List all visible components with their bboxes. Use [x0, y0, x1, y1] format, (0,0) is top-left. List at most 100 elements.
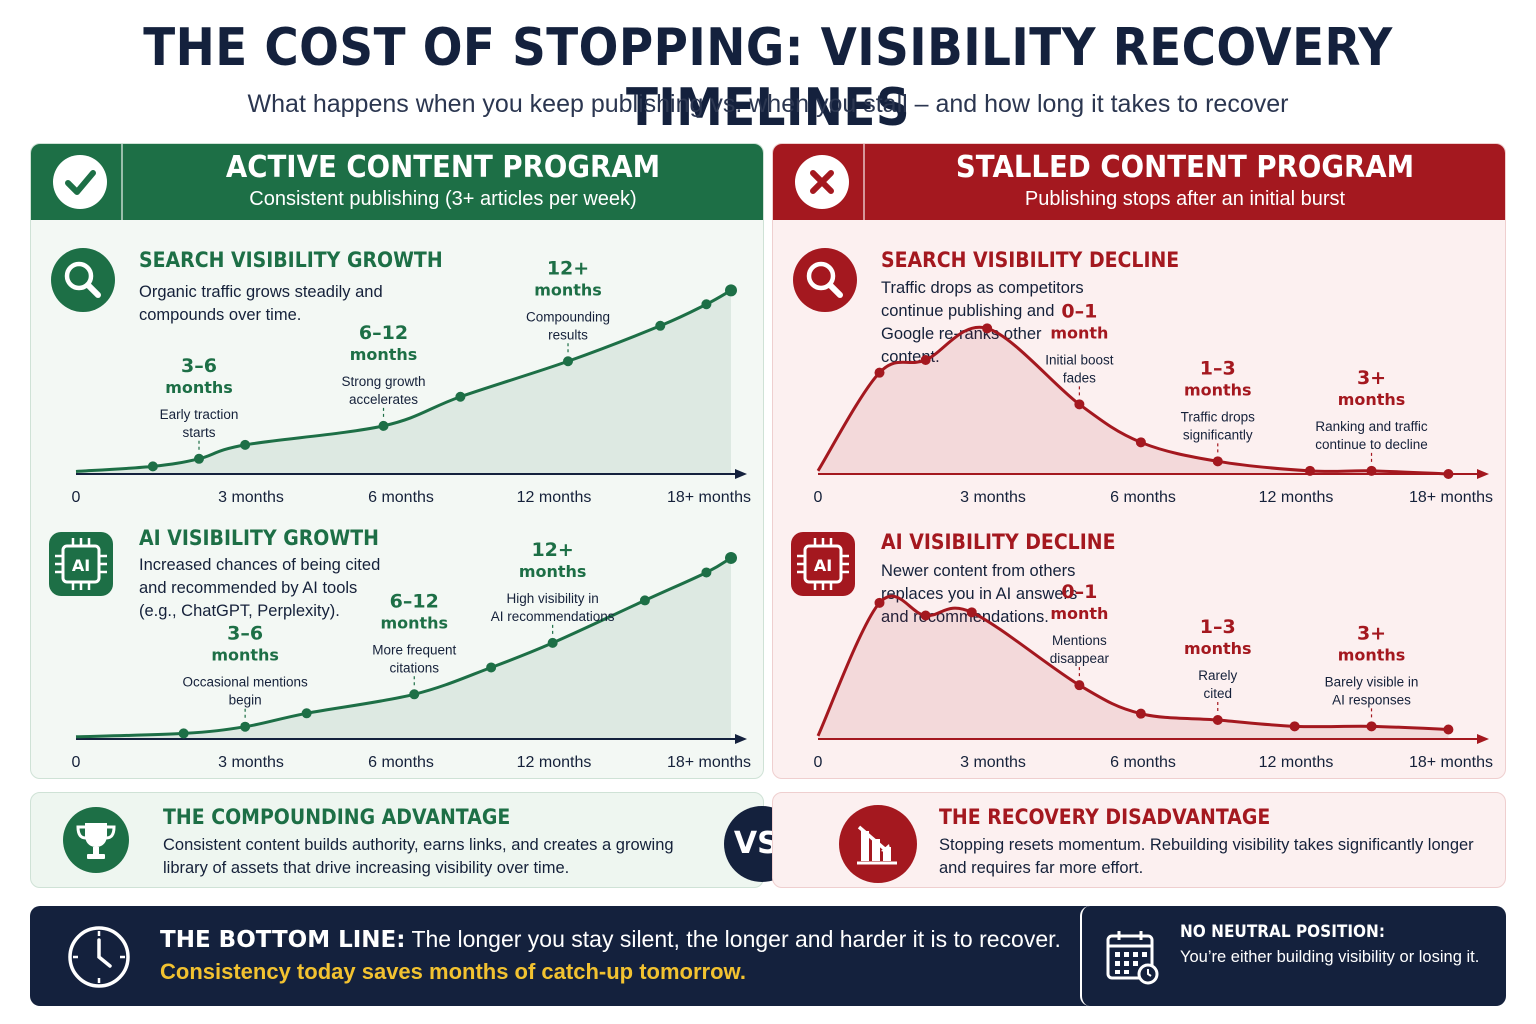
annotation-unit: months	[165, 378, 233, 397]
series-line	[75, 289, 732, 473]
stalled-panel-header: STALLED CONTENT PROGRAM Publishing stops…	[773, 144, 1505, 220]
ai-chip-icon: AI	[791, 532, 855, 596]
data-point	[1289, 721, 1300, 732]
data-point	[1212, 715, 1223, 725]
ai-growth-chart: 0 3 months 6 months 12 months 18+ months begi…	[72, 539, 751, 771]
x-tick-label: 18+ months	[667, 754, 751, 771]
annotation-note: accelerates	[349, 392, 418, 407]
x-tick-label: 3 months	[960, 489, 1026, 506]
data-point	[147, 461, 158, 472]
data-point	[301, 708, 312, 719]
annotation-value: 6–12	[390, 590, 439, 612]
x-tick-label: 6 months	[368, 754, 434, 771]
trophy-icon	[63, 807, 129, 873]
calendar-icon	[1104, 926, 1162, 986]
annotation-unit: month	[1050, 604, 1108, 623]
x-tick-label: 6 months	[368, 489, 434, 506]
annotation-note: Strong growth	[341, 374, 425, 389]
ai-growth-title: AI VISIBILITY GROWTH	[139, 526, 379, 550]
x-tick-label: 6 months	[1110, 754, 1176, 771]
data-point	[486, 662, 497, 673]
annotation-note: AI recommendations	[491, 609, 615, 624]
annotation-note: disappear	[1050, 651, 1110, 666]
data-point	[874, 597, 885, 608]
annotation-note: Early traction	[160, 407, 239, 422]
annotation-note: Initial boost	[1045, 352, 1114, 367]
ai-chip-icon: AI	[49, 532, 113, 596]
x-axis-arrow	[735, 469, 747, 479]
annotation-unit: months	[1184, 639, 1252, 658]
annotation-note: Mentions	[1052, 633, 1107, 648]
annotation-unit: months	[211, 646, 279, 665]
search-decline-desc: Traffic drops as competitors continue pu…	[881, 279, 1084, 366]
annotation-value: 3–6	[227, 623, 263, 645]
data-point	[920, 610, 931, 621]
annotation-value: 3+	[1357, 622, 1386, 644]
annotation-note: results	[548, 327, 588, 342]
annotation-note: continue to decline	[1315, 437, 1428, 452]
ai-decline-chart: 0 3 months 6 months 12 months 18+ months disa…	[814, 581, 1493, 771]
x-tick-label: 18+ months	[1409, 754, 1493, 771]
declining-bars-icon	[839, 805, 917, 883]
annotation-unit: months	[534, 280, 602, 299]
annotation-value: 3–6	[181, 355, 217, 377]
stalled-panel-subtitle: Publishing stops after an initial burst	[1024, 188, 1346, 210]
annotation-note: Barely visible in	[1325, 674, 1419, 689]
annotation-note: starts	[182, 425, 215, 440]
data-point	[240, 721, 251, 732]
series-line	[75, 556, 732, 739]
x-tick-label: 18+ months	[667, 489, 751, 506]
data-point	[409, 689, 420, 700]
x-icon	[795, 155, 849, 209]
annotation-note: Traffic drops	[1181, 409, 1256, 424]
ai-decline-title: AI VISIBILITY DECLINE	[881, 530, 1116, 554]
annotation-value: 0–1	[1061, 581, 1097, 603]
annotation-value: 12+	[531, 539, 573, 561]
annotation-note: More frequent	[372, 642, 456, 657]
x-tick-label: 0	[814, 489, 823, 506]
annotation-note: AI responses	[1332, 692, 1411, 707]
annotation-unit: months	[380, 613, 448, 632]
header-divider	[863, 144, 865, 220]
stalled-panel-title: STALLED CONTENT PROGRAM	[955, 150, 1415, 185]
no-neutral-text: You’re either building visibility or los…	[1180, 948, 1480, 966]
data-point	[378, 420, 389, 431]
data-point	[1443, 469, 1454, 479]
annotation-note: High visibility in	[507, 591, 599, 606]
data-point	[547, 637, 558, 648]
data-point	[1074, 399, 1085, 410]
annotation-value: 1–3	[1200, 616, 1236, 638]
data-point	[194, 453, 205, 464]
search-decline-chart: 0 3 months 6 months 12 months 18+ months fade…	[814, 300, 1493, 506]
x-tick-label: 0	[72, 754, 81, 771]
annotation-value: 0–1	[1061, 300, 1097, 322]
ai-decline-desc: Newer content from others replaces you i…	[881, 562, 1078, 626]
data-point	[563, 356, 574, 367]
bottom-line-lead: THE BOTTOM LINE:	[160, 927, 406, 953]
data-point	[1366, 721, 1377, 732]
annotation-value: 12+	[547, 257, 589, 279]
stalled-program-panel: STALLED CONTENT PROGRAM Publishing stops…	[772, 143, 1506, 779]
no-neutral-section	[1080, 906, 1506, 1006]
data-point	[1443, 724, 1454, 735]
search-decline-title: SEARCH VISIBILITY DECLINE	[881, 248, 1180, 272]
active-panel-header: ACTIVE CONTENT PROGRAM Consistent publis…	[31, 144, 763, 220]
data-point	[1366, 465, 1377, 476]
active-panel-title: ACTIVE CONTENT PROGRAM	[225, 150, 661, 185]
x-axis-arrow	[1477, 734, 1489, 744]
data-point	[701, 567, 712, 578]
svg-text:AI: AI	[72, 556, 90, 575]
data-point	[874, 367, 885, 378]
data-point	[701, 299, 712, 310]
annotation-note: citations	[389, 660, 439, 675]
x-axis-arrow	[1477, 469, 1489, 479]
search-growth-title: SEARCH VISIBILITY GROWTH	[139, 248, 443, 272]
clock-icon	[66, 924, 132, 990]
x-tick-label: 0	[72, 489, 81, 506]
chart-area-fill	[818, 327, 1449, 474]
active-program-panel: ACTIVE CONTENT PROGRAM Consistent publis…	[30, 143, 764, 779]
x-tick-label: 3 months	[218, 754, 284, 771]
no-neutral-title: NO NEUTRAL POSITION:	[1180, 922, 1385, 942]
data-point	[725, 284, 737, 297]
annotation-note: Ranking and traffic	[1315, 419, 1428, 434]
